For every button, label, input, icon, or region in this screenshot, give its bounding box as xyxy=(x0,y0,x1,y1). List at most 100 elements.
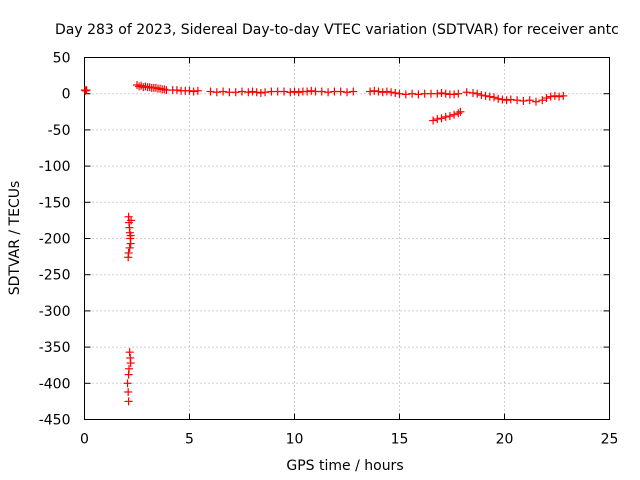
data-point xyxy=(286,88,295,97)
data-point xyxy=(189,87,198,96)
data-point xyxy=(137,81,146,90)
data-point xyxy=(519,96,528,105)
y-tick-label: -200 xyxy=(39,232,71,248)
data-point xyxy=(206,87,215,96)
data-point xyxy=(324,88,333,97)
data-point xyxy=(133,81,141,90)
data-point xyxy=(395,89,404,98)
y-tick-label: -250 xyxy=(39,268,71,284)
y-tick-label: -450 xyxy=(39,413,71,429)
data-point xyxy=(462,88,471,97)
data-point xyxy=(485,92,494,101)
data-points xyxy=(80,81,568,406)
x-tick-label: 20 xyxy=(496,432,514,448)
data-point xyxy=(124,387,133,396)
data-point xyxy=(456,107,465,116)
data-point xyxy=(141,82,150,91)
grid xyxy=(84,57,610,420)
data-point xyxy=(414,90,423,99)
x-axis-label: GPS time / hours xyxy=(286,458,403,474)
data-point xyxy=(366,87,375,96)
data-point xyxy=(513,96,522,105)
data-point xyxy=(445,112,454,121)
data-point xyxy=(126,359,135,368)
data-point xyxy=(294,88,303,97)
data-point xyxy=(124,253,133,262)
data-point xyxy=(408,89,417,98)
data-point xyxy=(559,91,568,100)
data-point xyxy=(252,88,261,97)
data-point xyxy=(555,92,564,101)
data-point xyxy=(256,88,265,97)
data-point xyxy=(490,93,498,102)
data-point xyxy=(391,88,400,97)
data-point xyxy=(124,370,133,379)
data-point xyxy=(145,83,154,92)
y-tick-label: -100 xyxy=(39,159,71,175)
data-point xyxy=(261,88,270,97)
chart-title: Day 283 of 2023, Sidereal Day-to-day VTE… xyxy=(55,22,619,38)
data-point xyxy=(349,87,358,96)
x-tick-label: 0 xyxy=(80,432,89,448)
data-point xyxy=(469,88,477,97)
data-point xyxy=(185,86,194,95)
data-point xyxy=(127,216,136,225)
y-tick-label: 0 xyxy=(62,87,71,103)
data-point xyxy=(378,88,387,97)
data-point xyxy=(538,96,547,105)
plot-area-frame xyxy=(84,57,610,420)
data-point xyxy=(532,97,540,106)
data-point xyxy=(160,85,169,94)
data-point xyxy=(126,239,135,248)
data-point xyxy=(502,96,511,105)
data-point xyxy=(172,86,181,95)
data-point xyxy=(481,91,490,100)
y-tick-label: -350 xyxy=(39,340,71,356)
data-point xyxy=(231,88,240,97)
data-point xyxy=(244,88,253,97)
data-point xyxy=(307,86,316,95)
y-axis-label: SDTVAR / TECUs xyxy=(7,181,23,296)
data-point xyxy=(125,243,134,252)
data-point xyxy=(437,114,446,123)
x-tick-label: 25 xyxy=(601,432,619,448)
data-point xyxy=(125,348,134,357)
y-tick-label: -300 xyxy=(39,304,71,320)
data-point xyxy=(387,88,396,97)
data-point xyxy=(498,95,507,104)
data-point xyxy=(193,86,202,95)
y-tick-label: -400 xyxy=(39,376,71,392)
data-point xyxy=(494,94,503,103)
data-point xyxy=(550,91,559,100)
data-point xyxy=(433,115,442,124)
data-point xyxy=(219,87,228,96)
data-point xyxy=(473,89,482,98)
data-point xyxy=(437,88,446,97)
data-point xyxy=(123,379,132,388)
data-point xyxy=(546,92,555,101)
data-point xyxy=(336,87,345,96)
data-point xyxy=(290,87,299,96)
y-tick-label: 50 xyxy=(53,51,71,67)
data-point xyxy=(401,90,410,99)
data-point xyxy=(124,397,133,406)
data-point xyxy=(441,112,450,121)
data-point xyxy=(81,86,90,95)
data-point xyxy=(156,84,165,93)
data-point xyxy=(343,88,351,97)
x-axis-ticks: 0 5 10 15 20 25 xyxy=(80,57,619,448)
data-point xyxy=(429,116,438,125)
data-point xyxy=(248,87,257,96)
data-point xyxy=(450,110,459,119)
data-point xyxy=(477,91,486,100)
data-point xyxy=(303,87,312,96)
y-tick-label: -150 xyxy=(39,195,71,211)
data-point xyxy=(151,83,160,92)
data-point xyxy=(280,87,288,96)
data-point xyxy=(82,86,91,95)
x-tick-label: 5 xyxy=(185,432,194,448)
y-axis-ticks: 50 0 -50 -100 -150 -200 -250 -300 -350 -400 -450 xyxy=(39,51,610,429)
data-point xyxy=(126,231,135,240)
x-tick-label: 15 xyxy=(391,432,409,448)
